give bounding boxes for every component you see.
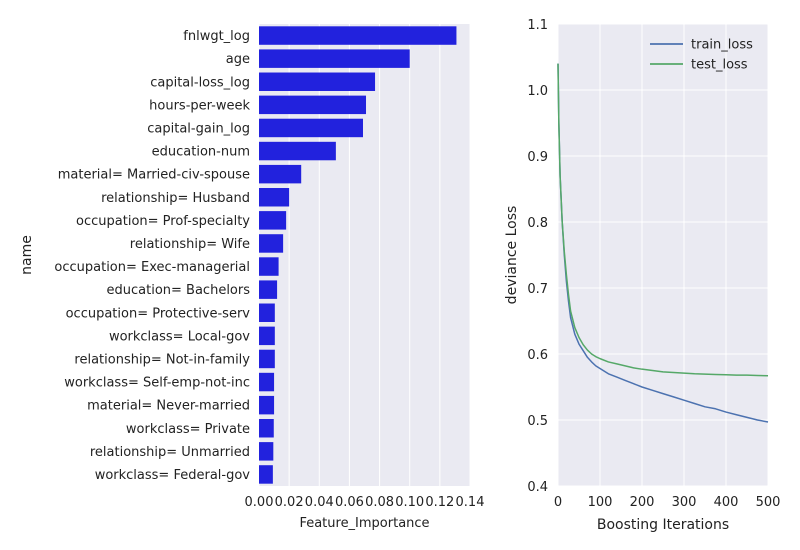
bar-x-tick-label: 0.14 — [456, 495, 485, 510]
bar-x-tick-label: 0.00 — [245, 495, 274, 510]
bar — [259, 188, 290, 207]
bar — [259, 211, 287, 230]
bar — [259, 326, 275, 346]
bar — [259, 419, 274, 438]
line-x-axis-label: Boosting Iterations — [597, 517, 729, 533]
bar-plot-area — [259, 24, 470, 486]
bar — [259, 49, 410, 68]
bar-category-label: workclass= Private — [126, 422, 250, 437]
bar-category-label: education-num — [152, 145, 250, 160]
bar-category-label: workclass= Self-emp-not-inc — [64, 376, 250, 391]
bar-category-label: relationship= Unmarried — [90, 445, 250, 460]
bar — [259, 118, 363, 138]
bar-category-label: relationship= Not-in-family — [74, 352, 250, 367]
bar-x-tick-label: 0.06 — [335, 495, 364, 510]
bar-x-tick-labels: 0.00 0.02 0.04 0.06 0.08 0.10 0.12 0.14 — [245, 495, 485, 510]
bar-marks — [259, 26, 457, 484]
bar — [259, 234, 284, 253]
line-y-tick-label: 1.1 — [527, 18, 548, 33]
bar-category-label: workclass= Local-gov — [109, 329, 250, 344]
bar-x-tick-label: 0.10 — [395, 495, 424, 510]
series-line-test-loss — [557, 63, 769, 377]
line-y-tick-label: 0.9 — [527, 150, 548, 165]
bar — [259, 372, 275, 392]
bar-x-tick-label: 0.02 — [275, 495, 304, 510]
line-y-tick-label: 0.8 — [527, 216, 548, 231]
bar — [259, 72, 376, 91]
line-y-tick-labels: 0.4 0.5 0.6 0.7 0.8 0.9 1.0 1.1 — [527, 18, 548, 495]
bar — [259, 257, 279, 276]
bar-x-tick-label: 0.12 — [425, 495, 454, 510]
bar-category-label: occupation= Prof-specialty — [76, 214, 250, 229]
bar-category-label: material= Never-married — [87, 399, 250, 414]
bar — [259, 26, 457, 45]
bar-category-label: fnlwgt_log — [183, 29, 250, 44]
line-x-tick-label: 500 — [756, 495, 781, 510]
line-y-tick-label: 0.6 — [527, 348, 548, 363]
line-series-group — [557, 63, 769, 423]
bar-category-label: age — [226, 52, 250, 67]
line-y-tick-label: 0.7 — [527, 282, 548, 297]
bar — [259, 303, 275, 322]
line-x-tick-label: 0 — [554, 495, 562, 510]
deviance-loss-chart: 0 100 200 300 400 500 0.4 0.5 0.6 0.7 0.8 0.9 1.0 1.… — [504, 18, 780, 533]
line-x-tick-labels: 0 100 200 300 400 500 — [554, 495, 781, 510]
bar-category-label: occupation= Exec-managerial — [54, 260, 250, 275]
bar — [259, 164, 302, 184]
bar — [259, 442, 274, 461]
bar-category-label: occupation= Protective-serv — [66, 306, 251, 321]
bar-category-label: workclass= Federal-gov — [95, 468, 251, 483]
bar-category-label: relationship= Husband — [101, 191, 250, 206]
line-y-tick-label: 0.5 — [527, 414, 548, 429]
bar — [259, 349, 275, 369]
bar-x-tick-label: 0.04 — [305, 495, 334, 510]
line-plot-area — [558, 24, 768, 486]
line-x-tick-label: 100 — [588, 495, 613, 510]
legend-label: test_loss — [691, 58, 748, 73]
bar-category-label: hours-per-week — [149, 98, 250, 113]
bar-x-axis-label: Feature_Importance — [299, 516, 429, 531]
bar — [259, 395, 275, 415]
bar-category-label: capital-loss_log — [150, 75, 250, 90]
bar — [259, 95, 367, 115]
line-x-tick-label: 200 — [630, 495, 655, 510]
bar — [259, 465, 273, 484]
bar — [259, 280, 278, 299]
line-x-tick-label: 300 — [672, 495, 697, 510]
legend-label: train_loss — [691, 38, 753, 53]
bar-x-tick-label: 0.08 — [365, 495, 394, 510]
line-x-tick-label: 400 — [714, 495, 739, 510]
line-y-tick-label: 1.0 — [527, 84, 548, 99]
line-y-axis-label: deviance Loss — [504, 206, 520, 305]
legend: train_loss test_loss — [650, 38, 753, 73]
bar — [259, 141, 336, 161]
bar-category-label: relationship= Wife — [130, 237, 250, 252]
bar-category-label: material= Married-civ-spouse — [58, 168, 250, 183]
line-y-tick-label: 0.4 — [527, 480, 548, 495]
bar-y-axis-label: name — [19, 235, 35, 275]
bar-category-label: capital-gain_log — [147, 121, 250, 136]
bar-category-label: education= Bachelors — [107, 283, 251, 298]
